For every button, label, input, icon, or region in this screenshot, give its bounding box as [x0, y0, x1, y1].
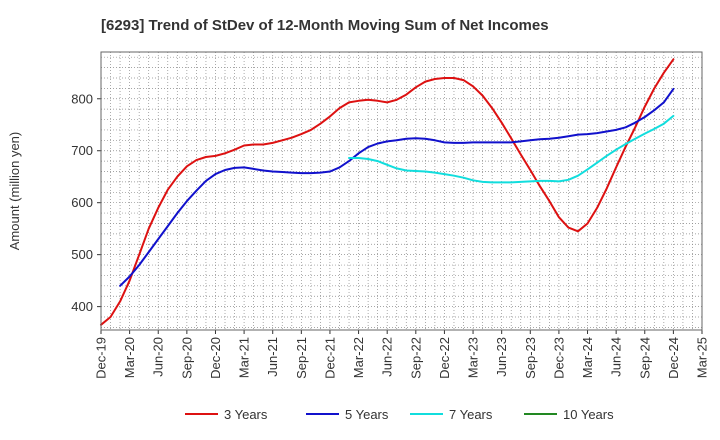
plot-area: [101, 52, 702, 330]
chart-title: [6293] Trend of StDev of 12-Month Moving…: [101, 17, 549, 34]
y-tick-label: 500: [71, 247, 93, 262]
x-tick-label: Dec-20: [208, 337, 223, 379]
x-tick-label: Sep-23: [523, 337, 538, 379]
y-tick-label: 600: [71, 195, 93, 210]
legend-label-7-years: 7 Years: [449, 407, 493, 422]
x-tick-label: Sep-22: [408, 337, 423, 379]
series-line-3-years: [100, 58, 675, 326]
y-axis: 400 500 600 700 800: [71, 91, 101, 314]
legend-label-3-years: 3 Years: [224, 407, 268, 422]
x-tick-label: Jun-21: [265, 337, 280, 377]
y-tick-label: 700: [71, 143, 93, 158]
legend-label-5-years: 5 Years: [345, 407, 389, 422]
x-tick-label: Mar-25: [695, 337, 710, 378]
x-tick-label: Jun-20: [151, 337, 166, 377]
x-tick-label: Dec-24: [666, 337, 681, 379]
x-tick-label: Dec-19: [94, 337, 109, 379]
y-tick-label: 800: [71, 91, 93, 106]
x-tick-label: Jun-23: [494, 337, 509, 377]
y-axis-label: Amount (million yen): [7, 132, 22, 251]
series-line-7-years: [348, 114, 675, 184]
x-tick-label: Sep-20: [179, 337, 194, 379]
x-tick-label: Dec-21: [322, 337, 337, 379]
x-tick-label: Mar-21: [237, 337, 252, 378]
legend-label-10-years: 10 Years: [563, 407, 614, 422]
x-tick-label: Mar-23: [466, 337, 481, 378]
x-tick-label: Mar-20: [122, 337, 137, 378]
plot-frame: [100, 51, 703, 331]
x-tick-label: Jun-24: [609, 337, 624, 377]
x-tick-label: Mar-24: [580, 337, 595, 378]
grid: [100, 52, 703, 330]
series-line-5-years: [119, 87, 675, 287]
y-tick-label: 400: [71, 299, 93, 314]
x-tick-label: Sep-21: [294, 337, 309, 379]
x-tick-label: Jun-22: [380, 337, 395, 377]
x-tick-label: Mar-22: [351, 337, 366, 378]
x-tick-label: Sep-24: [637, 337, 652, 379]
series-lines: [100, 58, 675, 326]
x-axis: Dec-19 Mar-20 Jun-20 Sep-20 Dec-20 Mar-21 Jun-…: [94, 330, 710, 379]
x-tick-label: Dec-23: [551, 337, 566, 379]
x-tick-label: Dec-22: [437, 337, 452, 379]
legend: 3 Years 5 Years 7 Years 10 Years: [185, 407, 614, 422]
